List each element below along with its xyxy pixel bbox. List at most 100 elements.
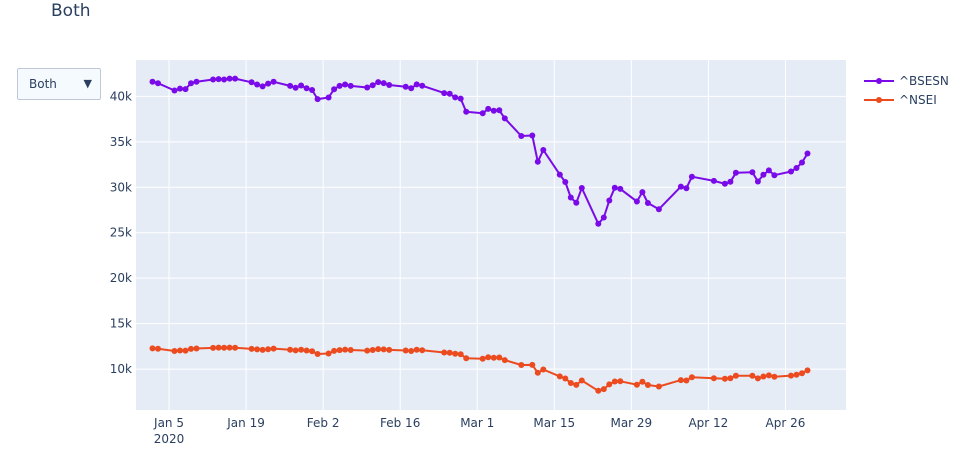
data-point[interactable] xyxy=(710,177,717,184)
data-point[interactable] xyxy=(441,349,448,356)
data-point[interactable] xyxy=(254,81,261,88)
data-point[interactable] xyxy=(193,78,200,85)
data-point[interactable] xyxy=(804,150,811,157)
data-point[interactable] xyxy=(309,348,316,355)
data-point[interactable] xyxy=(182,86,189,93)
data-point[interactable] xyxy=(441,90,448,97)
data-point[interactable] xyxy=(518,133,525,139)
legend-item[interactable]: ^BSESN xyxy=(864,74,949,88)
data-point[interactable] xyxy=(600,386,607,393)
data-point[interactable] xyxy=(788,168,794,175)
data-point[interactable] xyxy=(754,178,761,185)
data-point[interactable] xyxy=(793,371,800,378)
data-point[interactable] xyxy=(463,355,470,362)
data-point[interactable] xyxy=(490,107,497,114)
data-point[interactable] xyxy=(749,169,756,176)
data-point[interactable] xyxy=(298,82,305,89)
data-point[interactable] xyxy=(793,165,800,171)
data-point[interactable] xyxy=(804,367,811,374)
data-point[interactable] xyxy=(270,345,277,352)
data-point[interactable] xyxy=(721,180,728,187)
data-point[interactable] xyxy=(331,86,338,93)
data-point[interactable] xyxy=(633,198,640,205)
data-point[interactable] xyxy=(155,345,161,352)
data-point[interactable] xyxy=(683,377,690,384)
data-point[interactable] xyxy=(457,351,464,358)
data-point[interactable] xyxy=(380,80,387,87)
data-point[interactable] xyxy=(408,348,415,354)
data-point[interactable] xyxy=(248,345,255,352)
data-point[interactable] xyxy=(193,345,200,352)
data-point[interactable] xyxy=(210,76,217,83)
data-point[interactable] xyxy=(567,194,574,201)
data-point[interactable] xyxy=(226,344,233,351)
data-point[interactable] xyxy=(149,345,156,352)
data-point[interactable] xyxy=(446,90,453,97)
data-point[interactable] xyxy=(171,348,178,354)
data-point[interactable] xyxy=(479,110,486,117)
data-point[interactable] xyxy=(210,344,217,351)
data-point[interactable] xyxy=(419,347,426,354)
data-point[interactable] xyxy=(578,185,585,191)
data-point[interactable] xyxy=(655,383,662,390)
data-point[interactable] xyxy=(254,346,261,353)
data-point[interactable] xyxy=(452,350,459,357)
data-point[interactable] xyxy=(457,95,464,102)
data-point[interactable] xyxy=(287,82,294,89)
data-point[interactable] xyxy=(688,374,695,381)
data-point[interactable] xyxy=(578,377,585,384)
legend-item[interactable]: ^NSEI xyxy=(864,93,937,107)
data-point[interactable] xyxy=(606,197,613,204)
data-point[interactable] xyxy=(788,372,794,379)
data-point[interactable] xyxy=(727,178,734,185)
data-point[interactable] xyxy=(375,346,382,353)
legend[interactable]: ^BSESN ^NSEI xyxy=(864,74,949,107)
data-point[interactable] xyxy=(314,96,321,103)
data-point[interactable] xyxy=(226,75,233,82)
data-point[interactable] xyxy=(617,185,624,192)
data-point[interactable] xyxy=(259,83,266,90)
data-point[interactable] xyxy=(463,108,470,115)
data-point[interactable] xyxy=(232,344,239,351)
data-point[interactable] xyxy=(325,350,332,357)
data-point[interactable] xyxy=(556,171,563,178)
data-point[interactable] xyxy=(540,366,547,373)
data-point[interactable] xyxy=(270,78,277,85)
data-point[interactable] xyxy=(677,183,684,190)
data-point[interactable] xyxy=(595,387,602,394)
data-point[interactable] xyxy=(248,79,255,86)
data-point[interactable] xyxy=(182,347,189,354)
data-point[interactable] xyxy=(644,200,651,206)
data-point[interactable] xyxy=(573,199,580,206)
data-point[interactable] xyxy=(331,347,338,354)
data-point[interactable] xyxy=(364,347,371,354)
data-point[interactable] xyxy=(413,81,420,88)
data-point[interactable] xyxy=(380,346,387,353)
data-point[interactable] xyxy=(799,159,805,166)
data-point[interactable] xyxy=(721,375,728,382)
data-point[interactable] xyxy=(501,115,508,122)
data-point[interactable] xyxy=(496,107,503,114)
data-point[interactable] xyxy=(562,179,569,185)
data-point[interactable] xyxy=(369,82,376,89)
data-point[interactable] xyxy=(490,354,497,361)
data-point[interactable] xyxy=(314,351,321,357)
data-point[interactable] xyxy=(386,346,393,353)
data-point[interactable] xyxy=(534,369,541,376)
data-point[interactable] xyxy=(710,375,717,382)
data-point[interactable] xyxy=(611,378,618,385)
data-point[interactable] xyxy=(771,373,778,380)
data-point[interactable] xyxy=(177,85,183,92)
data-point[interactable] xyxy=(655,206,662,213)
data-point[interactable] xyxy=(347,82,354,89)
data-point[interactable] xyxy=(485,354,492,361)
data-point[interactable] xyxy=(633,381,640,388)
data-point[interactable] xyxy=(336,347,343,354)
data-point[interactable] xyxy=(215,344,222,351)
data-point[interactable] xyxy=(171,87,178,94)
data-point[interactable] xyxy=(298,346,305,353)
data-point[interactable] xyxy=(155,80,161,87)
data-point[interactable] xyxy=(232,75,239,82)
data-point[interactable] xyxy=(529,132,536,139)
